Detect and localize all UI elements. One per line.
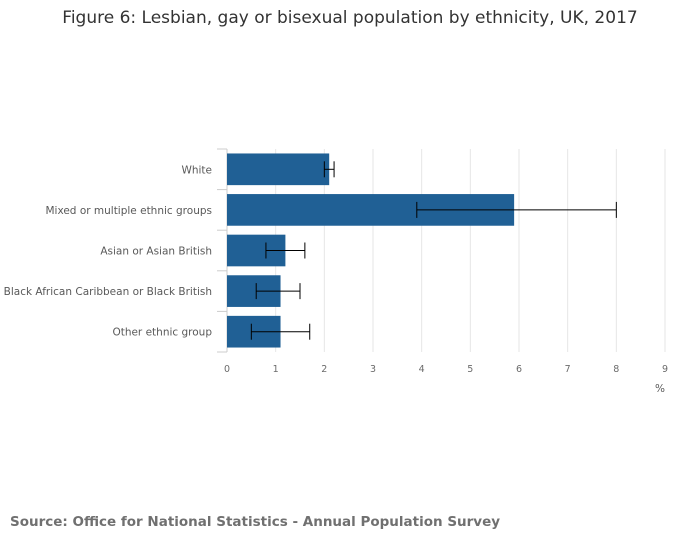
x-tick-label: 7	[565, 364, 571, 375]
category-label: Mixed or multiple ethnic groups	[45, 205, 212, 217]
chart-title: Figure 6: Lesbian, gay or bisexual popul…	[62, 8, 637, 28]
x-tick-label: 6	[516, 364, 522, 375]
category-label: Asian or Asian British	[100, 246, 212, 258]
category-labels: White Mixed or multiple ethnic groups Asia…	[4, 164, 213, 338]
x-tick-label: 2	[321, 364, 327, 375]
category-label: Black African Caribbean or Black British	[4, 286, 212, 298]
x-axis-label: %	[655, 383, 665, 395]
error-bars	[250, 161, 617, 340]
source-note: Source: Office for National Statistics -…	[10, 514, 500, 530]
category-label: Other ethnic group	[112, 327, 212, 339]
x-tick-label: 1	[273, 364, 279, 375]
x-tick-label: 8	[613, 364, 619, 375]
x-tick-label: 5	[467, 364, 473, 375]
x-tick-label: 9	[662, 364, 668, 375]
category-label: White	[181, 164, 212, 176]
bar	[227, 153, 330, 186]
x-tick-label: 4	[419, 364, 425, 375]
x-tick-label: 3	[370, 364, 376, 375]
x-tick-labels: 0 1 2 3 4 5 6 7 8 9	[224, 364, 668, 375]
x-tick-label: 0	[224, 364, 230, 375]
